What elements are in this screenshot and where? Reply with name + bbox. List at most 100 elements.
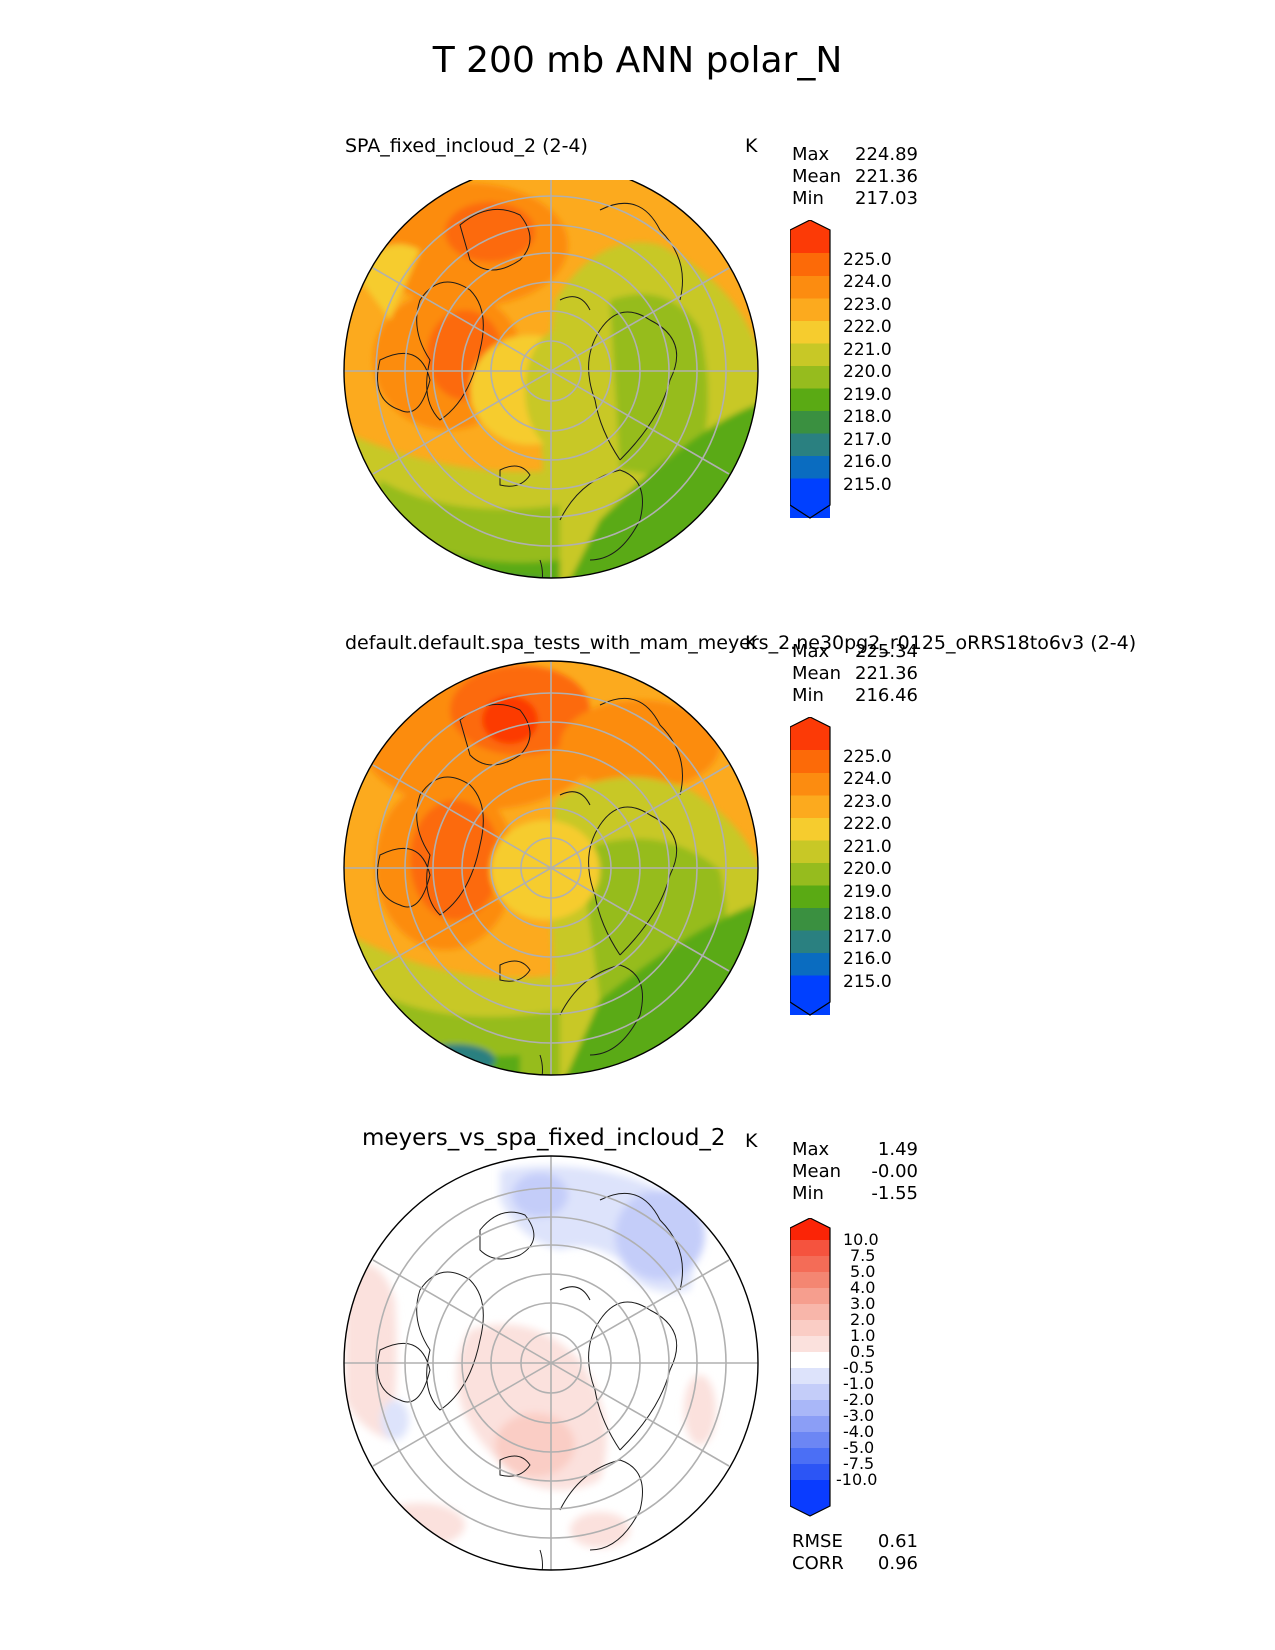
p3-cb-tick: 3.0 (850, 1294, 876, 1313)
p1-cb-extend-max (790, 220, 830, 253)
panel-3-field-pos-sw (375, 1503, 465, 1547)
p1-cb-tick: 223.0 (843, 295, 892, 315)
p1-cb-tick: 216.0 (843, 452, 892, 472)
panel-2-graticule (344, 661, 758, 1075)
p1-cb-tick: 221.0 (843, 340, 892, 360)
panel-3-colorbar (790, 1218, 831, 1517)
p2-cb-seg-3 (790, 908, 830, 931)
p1-cb-tick: 215.0 (843, 475, 892, 495)
panel-1-title: SPA_fixed_incloud_2 (2-4) (345, 135, 588, 157)
p2-cb-seg-7 (790, 818, 830, 841)
panel-3-title: meyers_vs_spa_fixed_incloud_2 (362, 1125, 726, 1151)
p3-cb-seg-11 (790, 1304, 830, 1320)
p1-cb-seg-8 (790, 298, 830, 321)
p3-cb-tick: -1.0 (843, 1374, 875, 1393)
p1-cb-seg-9 (790, 276, 830, 299)
p1-cb-seg-5 (790, 366, 830, 389)
p2-cb-seg-1 (790, 953, 830, 976)
p2-cb-tick: 218.0 (843, 904, 892, 924)
panel-2-field-ne (560, 700, 720, 790)
panel-2-map (343, 660, 759, 1076)
p3-cb-seg-2 (790, 1448, 830, 1464)
panel-2-field-max2 (410, 800, 500, 920)
p2-cb-tick: 216.0 (843, 949, 892, 969)
panel-3-field-neg-n (512, 1173, 568, 1217)
p2-cb-seg-0 (790, 975, 830, 1002)
panel-3-field-pos-e (684, 1375, 716, 1445)
panel-2-field-min (415, 1044, 495, 1075)
p3-cb-seg-4 (790, 1416, 830, 1432)
p2-cb-tick: 222.0 (843, 814, 892, 834)
p2-cb-tick: 215.0 (843, 972, 892, 992)
panel-3-metric-rmse: RMSE 0.61 (792, 1531, 918, 1552)
p3-cb-tick: -4.0 (843, 1422, 875, 1441)
p2-cb-seg-5 (790, 863, 830, 886)
p2-cb-tick: 220.0 (843, 859, 892, 879)
p3-cb-tick: 4.0 (850, 1278, 876, 1297)
p3-cb-seg-10 (790, 1320, 830, 1336)
p3-cb-seg-9 (790, 1336, 830, 1352)
panel-1-map-border (343, 180, 759, 579)
panel-2-title: default.default.spa_tests_with_mam_meyer… (345, 632, 1137, 654)
p3-cb-seg-14 (790, 1256, 830, 1272)
p3-cb-tick: 1.0 (850, 1326, 876, 1345)
panel-3-stat-mean: Mean -0.00 (792, 1161, 918, 1182)
panel-1-map (343, 180, 759, 579)
p3-cb-seg-12 (790, 1288, 830, 1304)
panel-2-colorbar (790, 717, 831, 1016)
p2-cb-seg-10 (790, 750, 830, 773)
panel-1-colorbar (790, 220, 831, 519)
p3-cb-seg-7 (790, 1368, 830, 1384)
p2-cb-tick: 223.0 (843, 792, 892, 812)
p1-cb-seg-6 (790, 343, 830, 366)
panel-3-units: K (745, 1130, 758, 1152)
p3-cb-seg-8 (790, 1352, 830, 1368)
p1-cb-outline (790, 220, 831, 519)
p3-cb-tick: -3.0 (843, 1406, 875, 1425)
panel-3-field-neg-core (615, 1190, 705, 1280)
p3-cb-tick: -0.5 (843, 1358, 875, 1377)
panel-1-field-max (445, 202, 535, 262)
p3-cb-seg-6 (790, 1384, 830, 1400)
p1-cb-extend-min (790, 505, 830, 518)
panel-3-graticule (344, 1156, 758, 1570)
p3-cb-extend-max (790, 1218, 830, 1240)
p3-cb-seg-5 (790, 1400, 830, 1416)
panel-2-field-pole (490, 820, 600, 920)
panel-3-field-pos-w (345, 1264, 397, 1440)
p1-cb-tick: 220.0 (843, 362, 892, 382)
p3-cb-extend-min (790, 1504, 830, 1516)
p2-cb-extend-max (790, 717, 830, 750)
p1-cb-seg-3 (790, 411, 830, 434)
p1-cb-seg-1 (790, 456, 830, 479)
p2-cb-tick: 224.0 (843, 769, 892, 789)
p3-cb-tick: 10.0 (843, 1230, 879, 1249)
p3-cb-seg-15 (790, 1240, 830, 1256)
panel-3-coastlines (377, 1192, 683, 1570)
panel-2-coastlines (377, 697, 683, 1075)
panel-3-field-pos-core (495, 1413, 575, 1477)
p2-cb-seg-9 (790, 773, 830, 796)
p1-cb-tick: 224.0 (843, 272, 892, 292)
p3-cb-seg-13 (790, 1272, 830, 1288)
p2-cb-tick: 217.0 (843, 927, 892, 947)
p3-cb-outline (790, 1218, 831, 1517)
p3-cb-tick: 7.5 (850, 1246, 876, 1265)
panel-3-field-neg-w (381, 1400, 409, 1440)
panel-3-field-pos-s (570, 1512, 630, 1548)
p3-cb-tick: 2.0 (850, 1310, 876, 1329)
p1-cb-seg-7 (790, 321, 830, 344)
p1-cb-tick: 219.0 (843, 385, 892, 405)
p1-cb-seg-10 (790, 253, 830, 276)
figure-title: T 200 mb ANN polar_N (432, 40, 843, 81)
panel-3-map (343, 1155, 759, 1571)
p2-cb-tick: 225.0 (843, 747, 892, 767)
p1-cb-seg-2 (790, 433, 830, 456)
p3-cb-tick: -5.0 (843, 1438, 875, 1457)
p2-cb-outline (790, 717, 831, 1016)
p3-cb-seg-1 (790, 1464, 830, 1480)
p1-cb-tick: 225.0 (843, 250, 892, 270)
panel-1-stat-min: Min 217.03 (792, 188, 918, 209)
panel-1-units: K (745, 135, 758, 157)
p3-cb-tick: -7.5 (843, 1454, 875, 1473)
